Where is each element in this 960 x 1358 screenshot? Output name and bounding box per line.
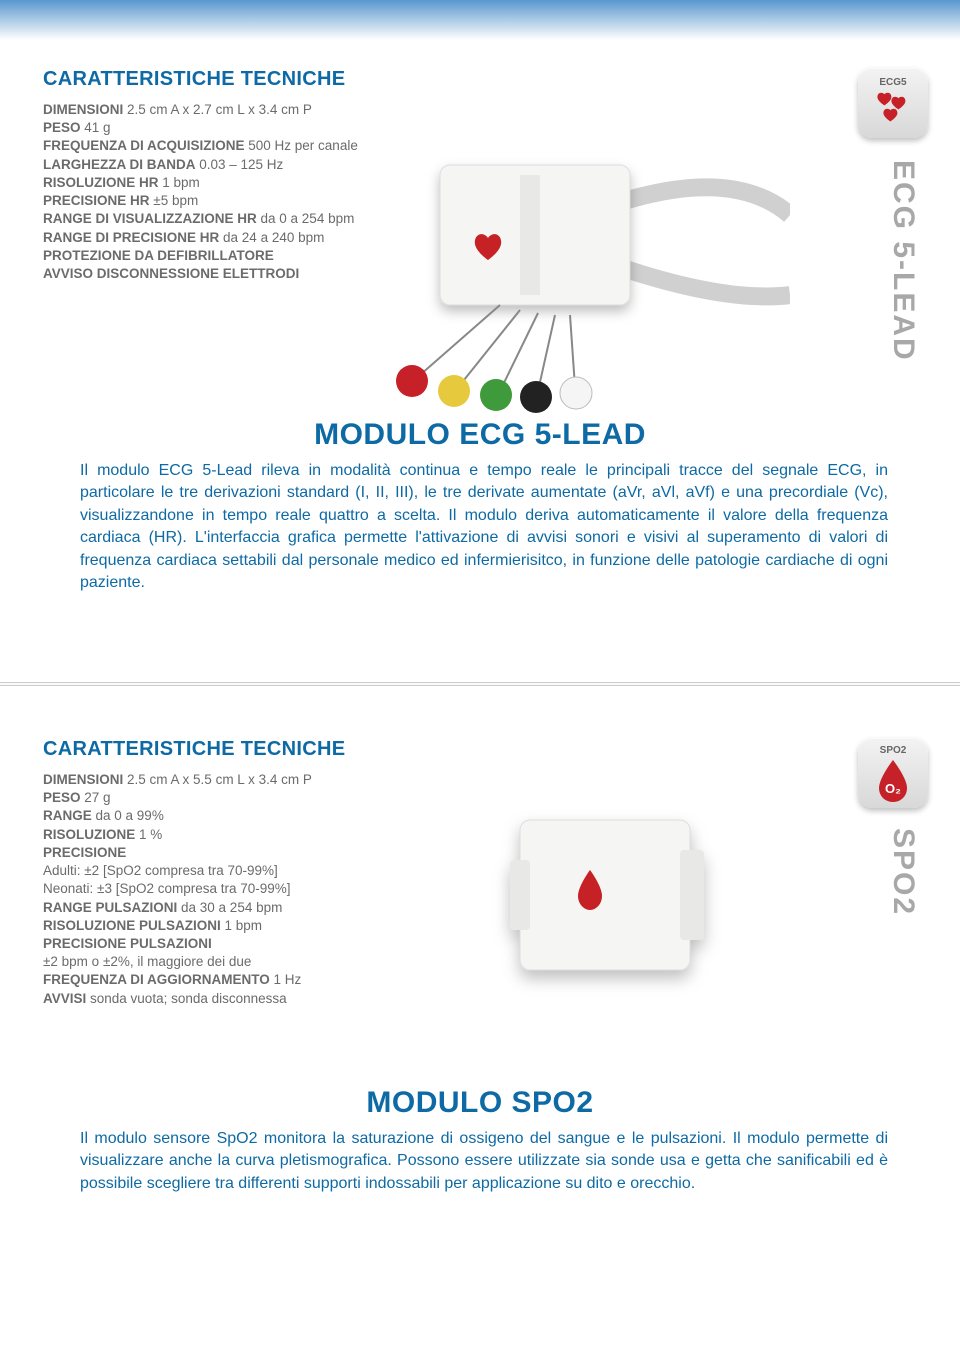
spec-value: 2.5 cm A x 5.5 cm L x 3.4 cm P [123,772,312,787]
ecg-badge-label: ECG5 [879,77,906,88]
spec-value: sonda vuota; sonda disconnessa [86,991,286,1006]
spec-line: FREQUENZA DI AGGIORNAMENTO 1 Hz [43,971,373,989]
ecg-specs-title: CARATTERISTICHE TECNICHE [43,68,373,91]
spec-value: 1 bpm [221,918,262,933]
spo2-badge-label: SPO2 [880,745,907,756]
spo2-specs-title: CARATTERISTICHE TECNICHE [43,738,373,761]
spec-label: RANGE [43,808,92,823]
section-divider [0,682,960,686]
spec-value: ±2 bpm o ±2%, il maggiore dei due [43,954,251,969]
spec-line: PESO 41 g [43,119,373,137]
spec-label: DIMENSIONI [43,102,123,117]
spec-line: DIMENSIONI 2.5 cm A x 2.7 cm L x 3.4 cm … [43,101,373,119]
spec-value: Neonati: ±3 [SpO2 compresa tra 70-99%] [43,881,291,896]
spec-line: DIMENSIONI 2.5 cm A x 5.5 cm L x 3.4 cm … [43,771,373,789]
spec-value: da 30 a 254 bpm [177,900,282,915]
ecg-module-body: Il modulo ECG 5-Lead rileva in modalità … [0,452,960,594]
spec-line: PESO 27 g [43,789,373,807]
spec-label: PESO [43,790,81,805]
spec-label: PROTEZIONE DA DEFIBRILLATORE [43,248,274,263]
spec-line: RANGE PULSAZIONI da 30 a 254 bpm [43,899,373,917]
spec-value: 1 Hz [270,972,302,987]
ecg-specs-block: CARATTERISTICHE TECNICHE DIMENSIONI 2.5 … [43,68,373,283]
spec-line: PRECISIONE [43,844,373,862]
spo2-specs-block: CARATTERISTICHE TECNICHE DIMENSIONI 2.5 … [43,738,373,1008]
spo2-module-section: MODULO SPO2 Il modulo sensore SpO2 monit… [0,1086,960,1195]
drop-icon-text: O₂ [885,781,901,796]
spec-label: LARGHEZZA DI BANDA [43,157,196,172]
spec-line: RANGE da 0 a 99% [43,807,373,825]
spec-line: Adulti: ±2 [SpO2 compresa tra 70-99%] [43,862,373,880]
spec-label: PRECISIONE PULSAZIONI [43,936,212,951]
spo2-spec-lines: DIMENSIONI 2.5 cm A x 5.5 cm L x 3.4 cm … [43,771,373,1008]
spec-label: RISOLUZIONE [43,827,135,842]
spec-value: 27 g [81,790,111,805]
spec-value: Adulti: ±2 [SpO2 compresa tra 70-99%] [43,863,278,878]
spec-line: RANGE DI PRECISIONE HR da 24 a 240 bpm [43,229,373,247]
spec-line: AVVISO DISCONNESSIONE ELETTRODI [43,265,373,283]
spec-line: LARGHEZZA DI BANDA 0.03 – 125 Hz [43,156,373,174]
spec-line: ±2 bpm o ±2%, il maggiore dei due [43,953,373,971]
spec-label: PRECISIONE HR [43,193,150,208]
spec-line: RISOLUZIONE HR 1 bpm [43,174,373,192]
hearts-icon [872,90,914,130]
spec-value: da 0 a 254 bpm [257,211,355,226]
spec-value: 2.5 cm A x 2.7 cm L x 3.4 cm P [123,102,312,117]
spec-label: PRECISIONE [43,845,126,860]
spo2-side-label: SPO2 [886,828,920,916]
spec-value: da 24 a 240 bpm [219,230,324,245]
spec-label: FREQUENZA DI AGGIORNAMENTO [43,972,270,987]
spec-value: ±5 bpm [150,193,199,208]
spec-line: RANGE DI VISUALIZZAZIONE HR da 0 a 254 b… [43,210,373,228]
drop-icon: O₂ [875,758,911,802]
spec-value: 1 bpm [159,175,200,190]
spo2-badge: SPO2 O₂ [858,738,928,808]
spec-line: PRECISIONE HR ±5 bpm [43,192,373,210]
spec-label: AVVISI [43,991,86,1006]
spo2-module-title: MODULO SPO2 [0,1086,960,1120]
ecg-spec-lines: DIMENSIONI 2.5 cm A x 2.7 cm L x 3.4 cm … [43,101,373,283]
spec-label: AVVISO DISCONNESSIONE ELETTRODI [43,266,299,281]
spec-value: 0.03 – 125 Hz [196,157,284,172]
spec-label: RISOLUZIONE HR [43,175,159,190]
spec-label: RANGE DI PRECISIONE HR [43,230,219,245]
spec-line: PRECISIONE PULSAZIONI [43,935,373,953]
ecg-side-label: ECG 5-LEAD [886,160,920,362]
spec-value: da 0 a 99% [92,808,164,823]
spec-line: PROTEZIONE DA DEFIBRILLATORE [43,247,373,265]
ecg-badge: ECG5 [858,68,928,138]
spec-value: 500 Hz per canale [245,138,358,153]
spec-line: Neonati: ±3 [SpO2 compresa tra 70-99%] [43,880,373,898]
ecg-device-image [370,95,790,415]
spec-label: FREQUENZA DI ACQUISIZIONE [43,138,245,153]
spec-line: FREQUENZA DI ACQUISIZIONE 500 Hz per can… [43,137,373,155]
spec-line: RISOLUZIONE PULSAZIONI 1 bpm [43,917,373,935]
ecg-module-title: MODULO ECG 5-LEAD [0,418,960,452]
spec-label: RANGE DI VISUALIZZAZIONE HR [43,211,257,226]
spo2-device-image [470,760,730,1020]
spec-line: RISOLUZIONE 1 % [43,826,373,844]
spec-label: PESO [43,120,81,135]
ecg-module-section: MODULO ECG 5-LEAD Il modulo ECG 5-Lead r… [0,418,960,594]
spec-label: RISOLUZIONE PULSAZIONI [43,918,221,933]
spo2-module-body: Il modulo sensore SpO2 monitora la satur… [0,1120,960,1195]
spec-line: AVVISI sonda vuota; sonda disconnessa [43,990,373,1008]
spec-label: DIMENSIONI [43,772,123,787]
top-gradient [0,0,960,40]
spec-value: 41 g [81,120,111,135]
spec-value: 1 % [135,827,162,842]
spec-label: RANGE PULSAZIONI [43,900,177,915]
